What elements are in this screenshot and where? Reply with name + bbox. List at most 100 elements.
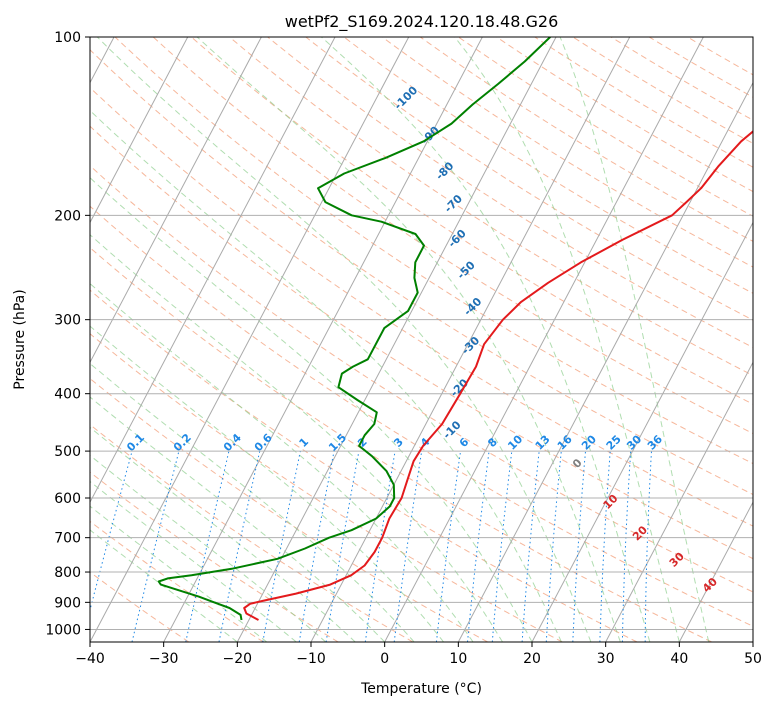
dry-adiabat-line bbox=[571, 37, 753, 145]
dry-adiabat-line bbox=[533, 37, 753, 168]
dry-adiabat-label: 10 bbox=[601, 492, 621, 512]
mixing-ratio-line bbox=[491, 451, 513, 642]
moist-adiabat-line bbox=[90, 282, 474, 642]
moist-adiabat-label: -90 bbox=[419, 124, 442, 147]
dry-adiabat-line bbox=[90, 205, 753, 627]
x-tick-label: −30 bbox=[149, 651, 179, 667]
mixing-ratio-line bbox=[545, 451, 562, 642]
temperature-profile bbox=[243, 130, 753, 621]
moist-adiabat-line bbox=[90, 426, 356, 642]
mixing-ratio-line bbox=[572, 451, 586, 642]
dry-adiabat-line bbox=[343, 37, 753, 294]
dry-adiabat-line bbox=[266, 37, 753, 349]
isotherm-line bbox=[752, 640, 753, 642]
moist-adiabat-line bbox=[321, 37, 651, 642]
dry-adiabat-line bbox=[90, 520, 264, 642]
y-axis-ticks: 1000 900 800 700 600 500 400 300 200 100 bbox=[45, 30, 90, 638]
mixing-ratio-line bbox=[90, 450, 133, 613]
moist-adiabat-line bbox=[90, 362, 415, 642]
y-tick-label: 600 bbox=[54, 491, 81, 507]
dry-adiabat-line bbox=[90, 333, 563, 642]
x-axis-label: Temperature (°C) bbox=[360, 681, 482, 697]
isotherm-line bbox=[384, 37, 704, 642]
dry-adiabat-line bbox=[457, 37, 753, 217]
dry-adiabat-label: 40 bbox=[700, 575, 720, 595]
moist-adiabat-line bbox=[196, 37, 621, 642]
pressure-gridlines bbox=[90, 36, 753, 630]
dry-adiabat-line bbox=[610, 37, 753, 121]
moist-adiabat-line bbox=[90, 529, 238, 642]
mixing-ratio-label: 25 bbox=[604, 433, 624, 453]
moist-adiabat-line bbox=[90, 177, 533, 642]
x-tick-label: −10 bbox=[296, 651, 326, 667]
isotherm-line bbox=[90, 37, 262, 364]
dry-adiabat-line bbox=[419, 37, 753, 242]
x-tick-label: 0 bbox=[380, 651, 389, 667]
mixing-ratio-line bbox=[599, 451, 611, 642]
moist-adiabat-line bbox=[90, 109, 562, 642]
mixing-ratio-line bbox=[393, 451, 423, 642]
moist-adiabat-label: -80 bbox=[433, 159, 456, 182]
dry-adiabat-line bbox=[114, 37, 753, 465]
y-tick-label: 200 bbox=[54, 208, 81, 224]
y-tick-label: 300 bbox=[54, 313, 81, 329]
chart-title: wetPf2_S169.2024.120.18.48.G26 bbox=[285, 12, 559, 32]
isotherm-line bbox=[531, 221, 753, 642]
dry-adiabat-line bbox=[90, 377, 488, 642]
x-tick-label: 30 bbox=[597, 651, 615, 667]
isotherm-line bbox=[236, 37, 557, 642]
moist-adiabat-line bbox=[90, 396, 386, 642]
dry-adiabat-line bbox=[90, 49, 753, 496]
mixing-ratio-label: 13 bbox=[533, 433, 553, 453]
moist-adiabat-label: -100 bbox=[392, 83, 421, 112]
dry-adiabat-line bbox=[90, 289, 638, 642]
x-axis-ticks: −40 −30 −20 −10 0 10 20 30 40 50 bbox=[75, 642, 762, 667]
x-tick-label: 20 bbox=[523, 651, 541, 667]
background-reference-lines bbox=[90, 37, 753, 642]
dry-adiabat-label: 0 bbox=[570, 456, 585, 471]
x-tick-label: 10 bbox=[449, 651, 467, 667]
mixing-ratio-line bbox=[644, 451, 652, 642]
dry-adiabat-line bbox=[90, 86, 753, 527]
mixing-ratio-label: 10 bbox=[505, 432, 525, 452]
x-tick-label: −20 bbox=[223, 651, 253, 667]
dry-adiabat-line bbox=[90, 165, 753, 593]
y-tick-label: 800 bbox=[54, 565, 81, 581]
isotherm-line bbox=[90, 37, 410, 642]
mixing-ratio-line bbox=[435, 451, 462, 642]
dry-adiabat-line bbox=[304, 37, 753, 321]
dry-adiabat-line bbox=[90, 471, 339, 642]
dry-adiabat-line bbox=[648, 37, 753, 98]
mixing-ratio-line bbox=[467, 451, 490, 642]
isotherm-line bbox=[90, 37, 336, 504]
isotherm-line bbox=[90, 37, 189, 224]
sounding-profiles bbox=[157, 37, 753, 621]
y-tick-label: 900 bbox=[54, 595, 81, 611]
x-tick-label: −40 bbox=[75, 651, 105, 667]
dry-adiabat-line bbox=[90, 247, 712, 642]
dry-adiabat-line bbox=[90, 571, 190, 642]
moist-adiabat-line bbox=[90, 454, 327, 642]
plot-frame bbox=[89, 36, 754, 643]
y-tick-label: 100 bbox=[54, 30, 81, 46]
moist-adiabat-line bbox=[90, 325, 444, 642]
mixing-ratio-label: 20 bbox=[579, 432, 599, 452]
y-tick-label: 1000 bbox=[45, 622, 81, 638]
moist-adiabat-line bbox=[559, 37, 710, 642]
mixing-ratio-line bbox=[364, 451, 396, 642]
mixing-ratio-line bbox=[262, 450, 301, 642]
moist-adiabat-label: -70 bbox=[442, 192, 465, 215]
moist-adiabat-label: -40 bbox=[461, 295, 484, 318]
mixing-ratio-line bbox=[325, 451, 360, 642]
mixing-ratio-label: 1 bbox=[297, 435, 312, 450]
dry-adiabat-line bbox=[90, 125, 753, 560]
isotherm-line bbox=[678, 501, 753, 642]
isotherm-line bbox=[457, 81, 753, 642]
mixing-ratio-label: 16 bbox=[555, 432, 575, 452]
y-tick-label: 700 bbox=[54, 531, 81, 547]
dry-adiabat-label: 30 bbox=[667, 549, 687, 569]
moist-adiabat-line bbox=[96, 37, 592, 642]
isotherm-line bbox=[605, 361, 753, 642]
mixing-ratio-label: 6 bbox=[457, 435, 472, 450]
